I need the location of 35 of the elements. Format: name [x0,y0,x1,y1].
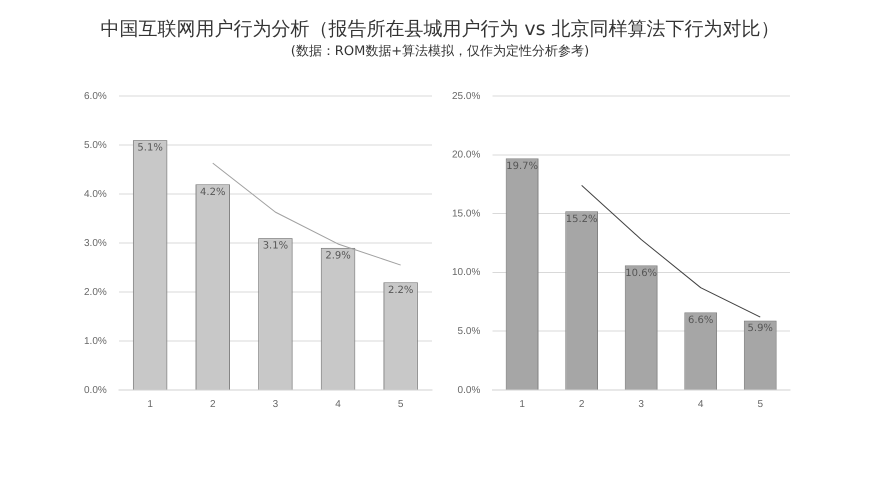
x-tick-label: 2 [578,398,585,410]
data-label: 2.9% [325,250,351,262]
y-tick-label: 2.0% [84,286,107,298]
data-label: 10.6% [625,268,658,279]
y-tick-label: 5.0% [84,140,107,151]
x-tick-label: 4 [698,398,704,410]
x-tick-label: 1 [519,398,526,410]
chart-title: 中国互联网用户行为分析（报告所在县城用户行为 vs 北京同样算法下行为对比） [99,17,781,42]
y-tick-label: 10.0% [452,267,480,278]
y-tick-label: 25.0% [452,90,480,102]
x-tick-label: 2 [210,398,216,410]
data-label: 3.1% [262,240,288,252]
data-label: 4.2% [200,186,226,198]
y-tick-label: 6.0% [84,90,107,102]
y-tick-label: 1.0% [84,336,107,347]
data-label: 15.2% [566,214,598,225]
x-tick-label: 3 [272,398,279,410]
y-tick-label: 20.0% [452,150,480,161]
x-tick-label: 3 [638,398,644,410]
y-tick-label: 0.0% [84,384,107,396]
data-label: 19.7% [506,160,538,172]
chart-subtitle: (数据：ROM数据+算法模拟，仅作为定性分析参考) [290,43,590,60]
x-tick-label: 1 [147,398,154,410]
y-tick-label: 5.0% [458,326,480,337]
x-tick-label: 5 [398,398,404,410]
data-label: 2.2% [388,284,414,296]
y-tick-label: 0.0% [458,384,480,396]
x-tick-label: 5 [757,398,764,410]
x-tick-label: 4 [335,398,342,410]
y-tick-label: 15.0% [452,208,480,220]
data-label: 5.1% [137,142,163,154]
data-label: 6.6% [688,314,714,326]
y-tick-label: 3.0% [84,238,107,249]
data-label: 5.9% [748,323,773,334]
y-tick-label: 4.0% [84,188,107,200]
